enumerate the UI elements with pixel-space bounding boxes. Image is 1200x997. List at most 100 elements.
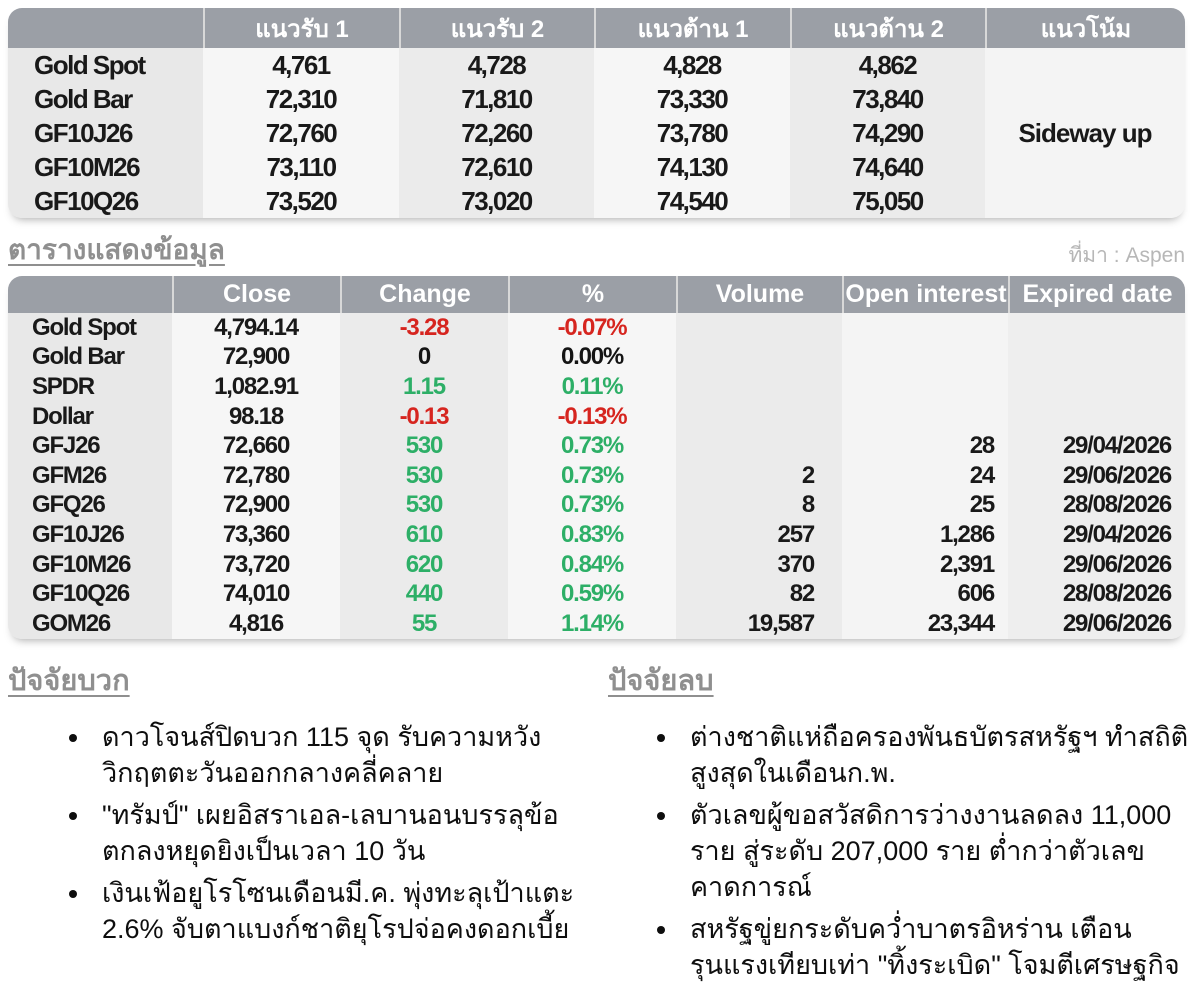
instrument-name: GF10Q26 xyxy=(8,184,203,218)
data-header-change: Change xyxy=(340,276,508,313)
support-2-value: 71,810 xyxy=(399,82,594,116)
volume-value xyxy=(676,372,842,402)
trend-value: Sideway up xyxy=(985,48,1185,218)
percent-change-value: 0.73% xyxy=(508,431,676,461)
resistance-1-value: 73,780 xyxy=(594,116,790,150)
positive-factors-title: ปัจจัยบวก xyxy=(8,664,130,697)
levels-header-trend: แนวโน้ม xyxy=(985,8,1185,48)
expired-date-value xyxy=(1008,401,1185,432)
instrument-name: GF10J26 xyxy=(8,116,203,150)
data-header-open-interest: Open interest xyxy=(842,276,1008,313)
expired-date-value: 29/04/2026 xyxy=(1008,431,1185,461)
levels-table: แนวรับ 1 แนวรับ 2 แนวต้าน 1 แนวต้าน 2 แน… xyxy=(8,8,1185,218)
change-value: 1.15 xyxy=(340,372,508,402)
support-1-value: 72,310 xyxy=(203,82,399,116)
close-value: 98.18 xyxy=(172,401,340,432)
resistance-2-value: 75,050 xyxy=(790,184,985,218)
change-value: -3.28 xyxy=(340,313,508,343)
support-2-value: 72,260 xyxy=(399,116,594,150)
instrument-name: GF10Q26 xyxy=(8,579,172,609)
instrument-name: SPDR xyxy=(8,372,172,402)
volume-value: 257 xyxy=(676,520,842,550)
percent-change-value: 0.11% xyxy=(508,372,676,402)
market-data-table: Close Change % Volume Open interest Expi… xyxy=(8,276,1185,639)
levels-header-resistance-1: แนวต้าน 1 xyxy=(594,8,790,48)
positive-factors-column: ปัจจัยบวก ดาวโจนส์ปิดบวก 115 จุด รับความ… xyxy=(0,657,600,989)
volume-value xyxy=(676,313,842,343)
volume-value: 19,587 xyxy=(676,608,842,639)
support-1-value: 72,760 xyxy=(203,116,399,150)
data-header-volume: Volume xyxy=(676,276,842,313)
instrument-name: Gold Spot xyxy=(8,48,203,82)
volume-value: 8 xyxy=(676,490,842,521)
source-label: ที่มา : Aspen xyxy=(1068,244,1185,267)
resistance-1-value: 74,130 xyxy=(594,150,790,184)
positive-factors-list: ดาวโจนส์ปิดบวก 115 จุด รับความหวังวิกฤตต… xyxy=(92,719,590,947)
instrument-name: GFM26 xyxy=(8,460,172,491)
negative-factor-item: ตัวเลขผู้ขอสวัสดิการว่างงานลดลง 11,000 ร… xyxy=(680,797,1190,905)
negative-factors-list: ต่างชาติแห่ถือครองพันธบัตรสหรัฐฯ ทำสถิติ… xyxy=(680,719,1190,983)
open-interest-value: 1,286 xyxy=(842,520,1008,550)
negative-factors-column: ปัจจัยลบ ต่างชาติแห่ถือครองพันธบัตรสหรัฐ… xyxy=(600,657,1200,989)
percent-change-value: 0.73% xyxy=(508,460,676,491)
close-value: 72,900 xyxy=(172,490,340,521)
instrument-name: Gold Spot xyxy=(8,313,172,343)
support-1-value: 73,520 xyxy=(203,184,399,218)
open-interest-value: 2,391 xyxy=(842,549,1008,580)
open-interest-value xyxy=(842,401,1008,432)
support-1-value: 4,761 xyxy=(203,48,399,82)
instrument-name: Gold Bar xyxy=(8,82,203,116)
negative-factor-item: สหรัฐขู่ยกระดับคว่ำบาตรอิหร่าน เตือนรุนแ… xyxy=(680,911,1190,983)
percent-change-value: 0.59% xyxy=(508,579,676,609)
change-value: -0.13 xyxy=(340,401,508,432)
data-header-percent: % xyxy=(508,276,676,313)
percent-change-value: 0.00% xyxy=(508,342,676,373)
change-value: 530 xyxy=(340,460,508,491)
negative-factor-item: ต่างชาติแห่ถือครองพันธบัตรสหรัฐฯ ทำสถิติ… xyxy=(680,719,1190,791)
open-interest-value: 606 xyxy=(842,579,1008,609)
volume-value xyxy=(676,431,842,461)
levels-header-support-1: แนวรับ 1 xyxy=(203,8,399,48)
negative-factors-title: ปัจจัยลบ xyxy=(608,664,714,697)
percent-change-value: -0.07% xyxy=(508,313,676,343)
resistance-1-value: 74,540 xyxy=(594,184,790,218)
expired-date-value xyxy=(1008,313,1185,343)
change-value: 610 xyxy=(340,520,508,550)
expired-date-value: 29/04/2026 xyxy=(1008,520,1185,550)
expired-date-value: 28/08/2026 xyxy=(1008,579,1185,609)
levels-header-support-2: แนวรับ 2 xyxy=(399,8,594,48)
volume-value: 370 xyxy=(676,549,842,580)
open-interest-value: 28 xyxy=(842,431,1008,461)
close-value: 72,780 xyxy=(172,460,340,491)
volume-value: 82 xyxy=(676,579,842,609)
resistance-1-value: 4,828 xyxy=(594,48,790,82)
change-value: 530 xyxy=(340,490,508,521)
levels-header-blank xyxy=(8,8,203,48)
factors-section: ปัจจัยบวก ดาวโจนส์ปิดบวก 115 จุด รับความ… xyxy=(0,657,1200,989)
percent-change-value: -0.13% xyxy=(508,401,676,432)
open-interest-value: 25 xyxy=(842,490,1008,521)
close-value: 4,794.14 xyxy=(172,313,340,343)
expired-date-value: 28/08/2026 xyxy=(1008,490,1185,521)
resistance-2-value: 4,862 xyxy=(790,48,985,82)
change-value: 620 xyxy=(340,549,508,580)
change-value: 440 xyxy=(340,579,508,609)
instrument-name: GOM26 xyxy=(8,608,172,639)
expired-date-value: 29/06/2026 xyxy=(1008,549,1185,580)
close-value: 72,900 xyxy=(172,342,340,373)
support-2-value: 72,610 xyxy=(399,150,594,184)
percent-change-value: 0.83% xyxy=(508,520,676,550)
close-value: 72,660 xyxy=(172,431,340,461)
instrument-name: GF10M26 xyxy=(8,150,203,184)
change-value: 55 xyxy=(340,608,508,639)
close-value: 73,720 xyxy=(172,549,340,580)
instrument-name: GF10M26 xyxy=(8,549,172,580)
close-value: 73,360 xyxy=(172,520,340,550)
change-value: 530 xyxy=(340,431,508,461)
support-2-value: 4,728 xyxy=(399,48,594,82)
support-2-value: 73,020 xyxy=(399,184,594,218)
expired-date-value: 29/06/2026 xyxy=(1008,608,1185,639)
data-header-blank xyxy=(8,276,172,313)
expired-date-value xyxy=(1008,372,1185,402)
percent-change-value: 0.73% xyxy=(508,490,676,521)
